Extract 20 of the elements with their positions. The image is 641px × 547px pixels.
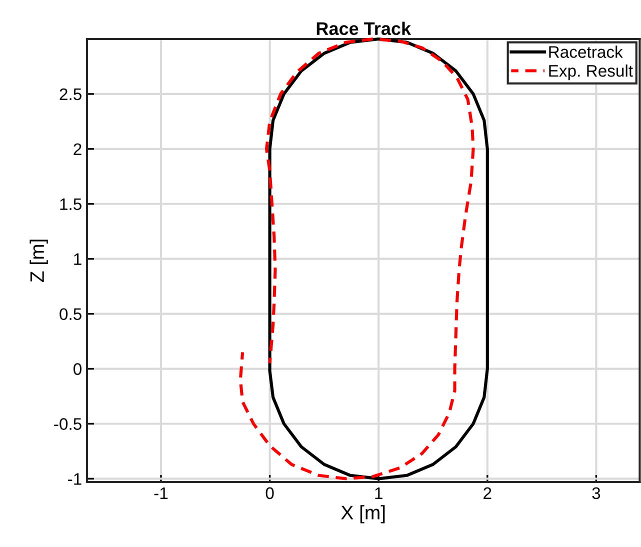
y-tick-label: -0.5 [54, 418, 82, 430]
x-tick-label: 0 [266, 487, 274, 500]
x-tick-label: 2 [484, 487, 492, 499]
y-axis-title: Z [m] [30, 240, 48, 282]
y-tick-label: 1 [74, 253, 82, 265]
x-tick-label: -1 [154, 487, 168, 499]
y-tick-label: 1.5 [60, 198, 82, 210]
line-series [268, 37, 489, 480]
x-tick-label: 1 [375, 487, 382, 499]
y-tick-label: 0.5 [60, 308, 82, 320]
y-tick-label: 2 [74, 143, 82, 155]
x-axis-title: X [m] [341, 505, 385, 524]
line-series [238, 37, 475, 480]
y-tick-label: 0 [74, 363, 82, 375]
legend-label: Racetrack [549, 46, 623, 58]
chart-title: Race Track [316, 22, 412, 36]
y-tick-label: 2.5 [60, 88, 82, 100]
y-tick-label: -1 [68, 473, 82, 485]
legend-label: Exp. Result [549, 64, 633, 80]
x-tick-label: 3 [592, 487, 600, 500]
